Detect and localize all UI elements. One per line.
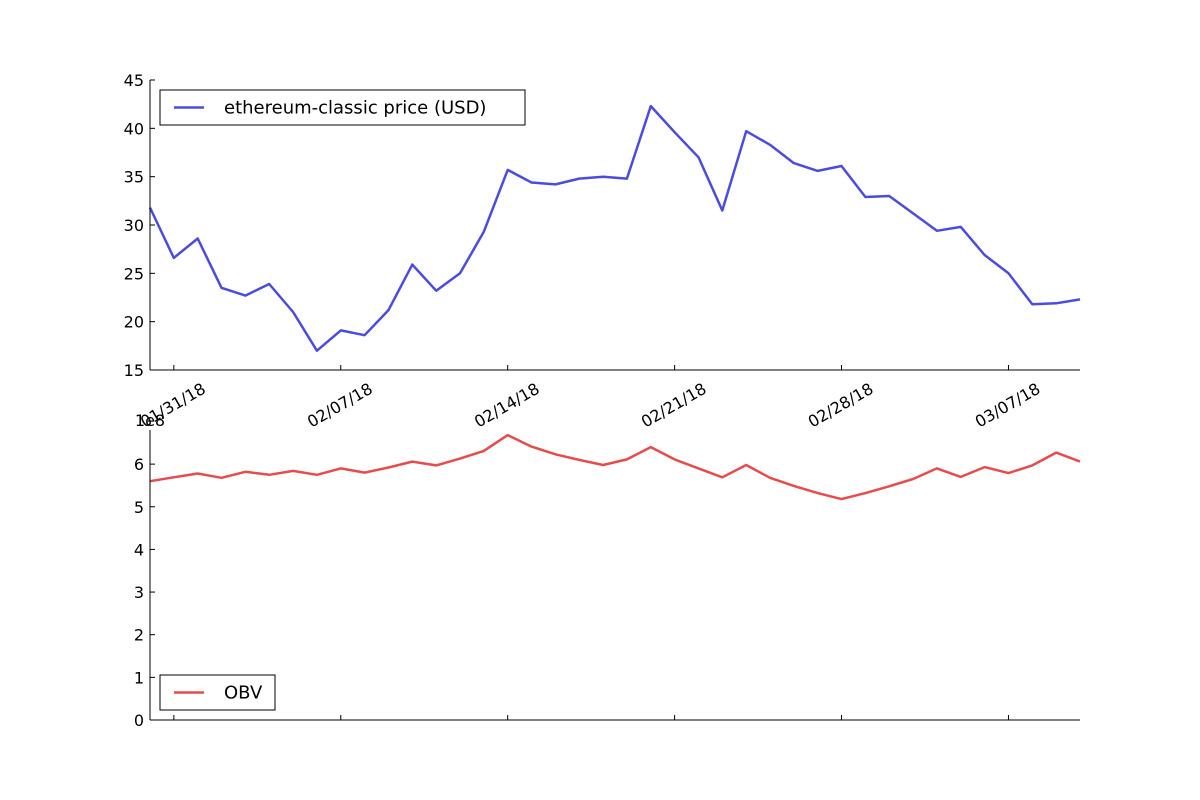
legend-label: ethereum-classic price (USD): [224, 98, 486, 119]
y-tick-label: 1: [134, 668, 144, 687]
y-tick-label: 20: [124, 313, 144, 332]
y-tick-label: 5: [134, 498, 144, 517]
y-tick-label: 30: [124, 216, 144, 235]
legend-box: [159, 89, 526, 126]
y-tick-label: 2: [134, 626, 144, 645]
y-tick-label: 40: [124, 119, 144, 138]
y-tick-label: 4: [134, 540, 144, 559]
y-tick-label: 0: [134, 711, 144, 730]
y-tick-label: 3: [134, 583, 144, 602]
legend-label: OBV: [224, 683, 263, 704]
y-tick-label: 25: [124, 264, 144, 283]
y-tick-label: 35: [124, 168, 144, 187]
series-line-0: [149, 433, 1081, 501]
y-tick-label: 6: [134, 455, 144, 474]
y-tick-label: 15: [124, 361, 144, 380]
y-offset-label: 1e8: [135, 411, 165, 430]
series-line-0: [148, 104, 1081, 352]
y-tick-label: 45: [124, 71, 144, 90]
obv-chart-panel: 0 1 2 3 4 5 6 1e8 OBV: [134, 411, 1081, 730]
